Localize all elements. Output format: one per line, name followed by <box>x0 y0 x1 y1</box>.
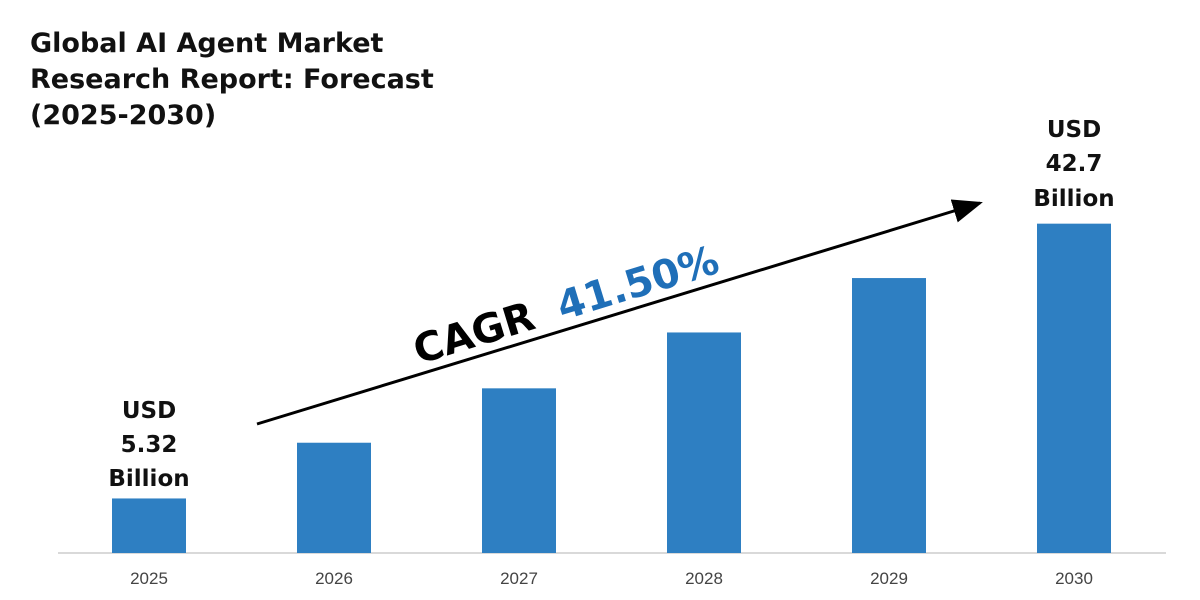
bar-2026 <box>297 442 371 553</box>
end-label-line3: Billion <box>1033 186 1114 212</box>
bar-2029 <box>852 278 926 553</box>
start-label-line2: 5.32 <box>121 432 178 458</box>
bar-2030 <box>1037 223 1111 553</box>
bar-2027 <box>482 388 556 553</box>
x-tick-label: 2025 <box>130 569 168 588</box>
end-label-line2: 42.7 <box>1046 151 1103 177</box>
end-label-line1: USD <box>1047 117 1101 143</box>
bar-2028 <box>667 332 741 553</box>
chart-title: Global AI Agent Market Research Report: … <box>30 28 434 131</box>
x-tick-label: 2029 <box>870 569 908 588</box>
cagr-label: CAGR <box>408 294 540 374</box>
start-label-line1: USD <box>122 398 176 424</box>
x-tick-label: 2028 <box>685 569 723 588</box>
growth-arrow <box>256 199 983 426</box>
start-label-line3: Billion <box>108 466 189 492</box>
x-tick-label: 2027 <box>500 569 538 588</box>
bar-2025 <box>112 498 186 553</box>
cagr-value: 41.50% <box>551 237 724 330</box>
end-value-label: USD 42.7 Billion <box>1033 117 1114 212</box>
x-tick-label: 2026 <box>315 569 353 588</box>
x-tick-label: 2030 <box>1055 569 1093 588</box>
start-value-label: USD 5.32 Billion <box>108 398 189 492</box>
